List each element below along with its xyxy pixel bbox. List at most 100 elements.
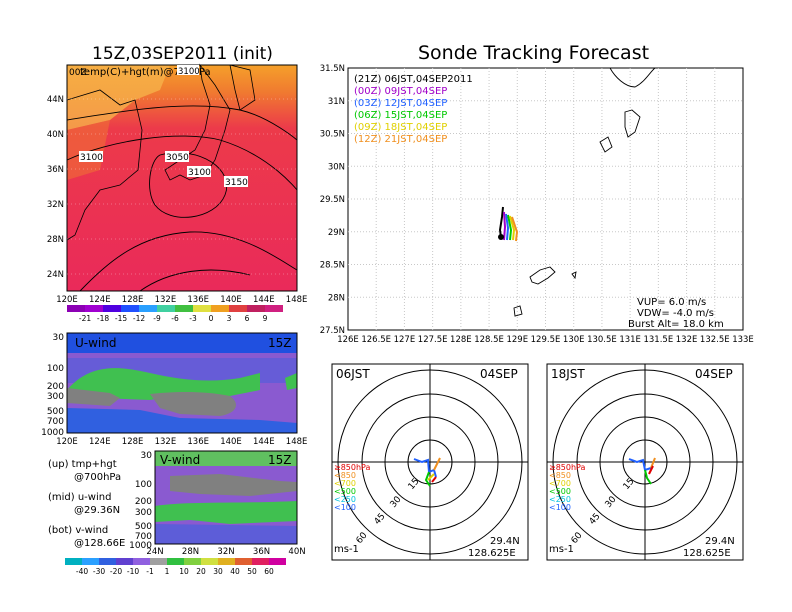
vwind-ytick: 300 [135, 508, 152, 518]
vwind-ytick: 500 [135, 522, 152, 532]
contour-label-bg [187, 166, 211, 177]
vwind-xtick: 36N [253, 547, 270, 556]
colorbar-label: -40 [76, 567, 88, 576]
contour-label: 3100 [188, 168, 211, 178]
pressure-legend-entry: <850 [549, 471, 571, 480]
legend-entry: (06Z) 15JST,04SEP [354, 110, 447, 121]
map-xtick: 128E [122, 295, 144, 305]
track-21z [498, 206, 504, 238]
temp-colorbar: -21 -18 -15 -12 -9 -6 -3 0 3 6 9 [67, 305, 283, 323]
uwind-xtick: 132E [155, 437, 177, 446]
colorbar-label: -12 [133, 314, 145, 323]
track-ytick: 29.5N [320, 195, 345, 205]
pressure-legend-entry: <100 [334, 503, 356, 512]
colorbar-swatch [103, 305, 121, 312]
pressure-legend-entry: <250 [549, 495, 571, 504]
polar-right-time: 18JST [551, 367, 585, 381]
polar-right-lat: 29.4N [705, 536, 735, 547]
track-xtick: 126E [337, 335, 359, 345]
track-xtick: 130E [563, 335, 585, 345]
colorbar-swatch [211, 305, 229, 312]
vwind-ytick: 700 [135, 532, 152, 542]
sonde-tracks [498, 206, 519, 242]
colorbar-label: 9 [263, 314, 268, 323]
colorbar-swatch [167, 558, 184, 565]
polar-left: 06JST 04SEP 15 30 45 60 ms-1 29.4N 128.6… [331, 363, 529, 561]
map-xtick: 132E [155, 295, 177, 305]
track-ytick: 31N [328, 97, 345, 107]
legend-entry: (09Z) 18JST,04SEP [354, 122, 447, 133]
polar-left-units: ms-1 [334, 544, 359, 555]
vdw-text: VDW= -4.0 m/s [637, 308, 714, 319]
vwind-xtick: 28N [182, 547, 199, 556]
uwind-ytick: 500 [47, 407, 64, 417]
note-up-b: @700hPa [74, 472, 122, 483]
note-bot-b: @128.66E [74, 538, 126, 549]
pressure-legend-entry: <250 [334, 495, 356, 504]
note-bot-a: (bot) v-wind [48, 525, 109, 536]
colorbar-swatch [116, 558, 133, 565]
uwind-xtick: 128E [122, 437, 144, 446]
polar-right: 18JST 04SEP 15 30 45 60 ms-1 29.4N 128.6… [546, 363, 744, 561]
map-ytick: 32N [47, 200, 64, 210]
colorbar-label: -30 [93, 567, 105, 576]
colorbar-label: 10 [179, 567, 189, 576]
track-xtick: 128E [450, 335, 472, 345]
legend-entry: (03Z) 12JST,04SEP [354, 98, 447, 109]
legend-entry: (00Z) 09JST,04SEP [354, 86, 447, 97]
track-ytick: 28.5N [320, 261, 345, 271]
track-xtick: 132.5E [700, 335, 730, 345]
colorbar-label: 0 [209, 314, 214, 323]
map-xtick: 136E [187, 295, 209, 305]
track-xtick: 127E [394, 335, 416, 345]
colorbar-swatch [265, 305, 283, 312]
polar-left-lon: 128.625E [468, 548, 516, 559]
colorbar-label: 30 [213, 567, 223, 576]
contour-label-bg [165, 151, 189, 162]
map-ytick: 24N [47, 270, 64, 280]
colorbar-swatch [247, 305, 265, 312]
pressure-legend-entry: ≥850hPa [334, 463, 371, 472]
release-point [498, 234, 504, 240]
contour-label: 3100 [80, 153, 103, 163]
colorbar-label: -6 [171, 314, 179, 323]
colorbar-label: -9 [153, 314, 161, 323]
track-xtick: 128.5E [474, 335, 504, 345]
map-header-left: 00Z [69, 68, 87, 78]
map-overlap-label: 3100 [178, 67, 200, 77]
track-06z [507, 214, 513, 241]
polar-right-date: 04SEP [695, 367, 733, 381]
track-12z [511, 216, 519, 242]
uwind-ytick: 100 [47, 364, 64, 374]
pressure-legend-entry: <700 [334, 479, 356, 488]
colorbar-label: -10 [127, 567, 139, 576]
left-title: 15Z,03SEP2011 (init) [92, 44, 273, 64]
uwind-ytick: 700 [47, 417, 64, 427]
colorbar-label: -18 [97, 314, 109, 323]
track-xtick: 127.5E [418, 335, 448, 345]
vwind-xtick: 24N [146, 547, 163, 556]
track-ytick: 28N [328, 293, 345, 303]
island [624, 109, 641, 138]
contour-label-bg [79, 151, 103, 162]
map-xtick: 124E [89, 295, 111, 305]
pressure-legend-entry: <850 [334, 471, 356, 480]
main-title: Sonde Tracking Forecast [418, 42, 650, 64]
map-xtick: 148E [286, 295, 308, 305]
colorbar-label: 40 [230, 567, 240, 576]
colorbar-swatch [133, 558, 150, 565]
track-ytick: 29N [328, 228, 345, 238]
colorbar-swatch [201, 558, 218, 565]
track-xtick: 126.5E [361, 335, 391, 345]
track-xtick: 129.5E [531, 335, 561, 345]
colorbar-swatch [252, 558, 269, 565]
colorbar-label: 60 [264, 567, 274, 576]
map-panel: 44N 40N 36N 32N 28N 24N 120E 124E 128E 132E 136E 1… [47, 63, 308, 305]
polar-left-time: 06JST [336, 367, 370, 381]
colorbar-swatch [229, 305, 247, 312]
colorbar-label: -3 [189, 314, 197, 323]
track-03z [505, 213, 510, 241]
pressure-legend-entry: <500 [549, 487, 571, 496]
colorbar-label: -15 [115, 314, 127, 323]
